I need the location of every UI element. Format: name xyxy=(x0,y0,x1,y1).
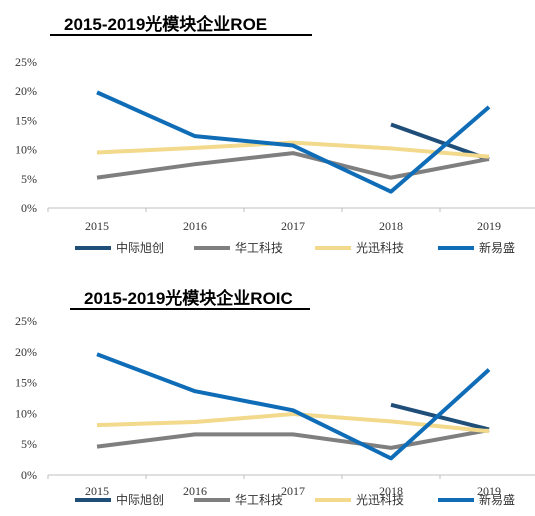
roic-legend-label-2: 光迅科技 xyxy=(356,493,404,507)
roic-xtick-label: 2018 xyxy=(379,484,403,498)
roic-legend-label-0: 中际旭创 xyxy=(116,492,164,507)
roic-ytick-label: 5% xyxy=(21,437,37,451)
roic-ytick-label: 20% xyxy=(15,345,37,359)
roe-legend-label-3: 新易盛 xyxy=(479,240,515,255)
roic-series-line-0 xyxy=(390,402,490,432)
roe-chart-title: 2015-2019光模块企业ROE xyxy=(64,15,268,34)
roe-xtick-label: 2017 xyxy=(281,219,305,233)
roe-xtick-label: 2015 xyxy=(85,219,109,233)
roe-legend-label-1: 华工科技 xyxy=(235,241,283,255)
roic-plot: 0% 5% 10% 15% 20% 25% 2015 2016 2017 2018 2019 中际旭创… xyxy=(15,314,535,507)
roe-ytick-label: 25% xyxy=(15,55,37,69)
roic-ytick-label: 15% xyxy=(15,376,37,390)
roe-ytick-label: 15% xyxy=(15,113,37,127)
roic-legend-label-1: 华工科技 xyxy=(235,493,283,507)
roe-plot: 0% 5% 10% 15% 20% 25% 2015 2016 2017 2018 2019 中际旭创… xyxy=(15,55,535,255)
roic-legend-label-3: 新易盛 xyxy=(479,492,515,507)
roic-title-underline xyxy=(70,308,310,310)
roe-ytick-label: 20% xyxy=(15,84,37,98)
roic-ytick-label: 10% xyxy=(15,406,37,420)
roe-xtick-label: 2016 xyxy=(183,219,207,233)
roe-legend-label-2: 光迅科技 xyxy=(356,241,404,255)
roe-series-line-2 xyxy=(96,140,490,159)
roe-legend-label-0: 中际旭创 xyxy=(116,240,164,255)
roe-xtick-label: 2018 xyxy=(379,219,403,233)
roe-title-underline xyxy=(50,34,312,36)
roic-ytick-label: 0% xyxy=(21,468,37,482)
roe-series-line-3 xyxy=(96,90,491,194)
roic-chart-title: 2015-2019光模块企业ROIC xyxy=(84,289,293,308)
roe-ytick-label: 10% xyxy=(15,143,37,157)
roic-xtick-label: 2016 xyxy=(183,484,207,498)
roic-chart: 2015-2019光模块企业ROIC 0% 5% 10% 15% 20% 25% 2015 2… xyxy=(0,278,535,516)
roic-series-line-2 xyxy=(96,412,490,434)
roe-ytick-label: 0% xyxy=(21,201,37,215)
roe-ytick-label: 5% xyxy=(21,172,37,186)
roic-series-line-3 xyxy=(96,352,491,461)
roic-xtick-label: 2019 xyxy=(477,484,501,498)
roe-series-line-1 xyxy=(96,151,490,180)
roic-series-line-1 xyxy=(96,428,490,450)
roic-ytick-label: 25% xyxy=(15,314,37,328)
roic-xtick-label: 2015 xyxy=(85,484,109,498)
roe-chart: 2015-2019光模块企业ROE 0% 5% 10% 15% 20% 25% 2015 20… xyxy=(15,15,535,255)
roic-xtick-label: 2017 xyxy=(281,484,305,498)
roe-xtick-label: 2019 xyxy=(477,219,501,233)
